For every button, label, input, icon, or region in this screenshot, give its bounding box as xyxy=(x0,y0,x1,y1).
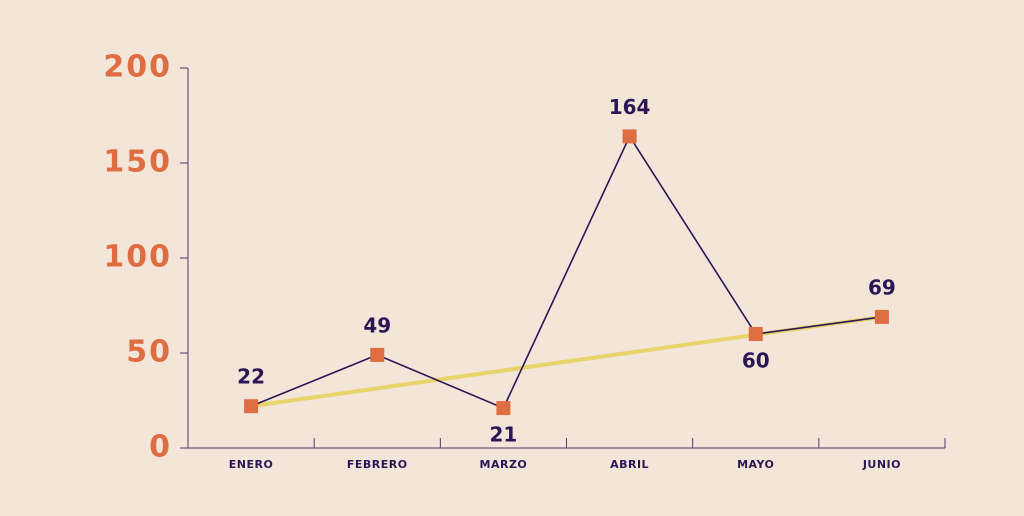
data-label: 60 xyxy=(742,349,770,373)
y-tick-label: 200 xyxy=(103,50,172,85)
y-tick-label: 150 xyxy=(103,145,172,180)
x-tick-label: ENERO xyxy=(229,458,274,471)
data-label: 22 xyxy=(237,365,265,389)
marker xyxy=(370,347,385,362)
marker xyxy=(496,401,511,416)
y-tick-label: 50 xyxy=(126,335,172,370)
data-label: 164 xyxy=(609,95,651,119)
data-line xyxy=(250,134,883,410)
marker xyxy=(748,327,763,341)
x-tick-label: JUNIO xyxy=(862,458,901,471)
x-tick-label: MARZO xyxy=(480,458,528,471)
data-label: 49 xyxy=(363,313,391,337)
y-tick-label: 100 xyxy=(103,240,172,275)
marker xyxy=(622,129,637,144)
marker xyxy=(244,399,259,414)
marker xyxy=(874,309,889,324)
x-tick-label: ABRIL xyxy=(610,458,649,471)
x-tick-label: FEBRERO xyxy=(347,458,408,471)
data-label: 21 xyxy=(489,423,517,447)
data-label: 69 xyxy=(868,275,896,299)
x-tick-label: MAYO xyxy=(737,458,774,471)
y-tick-label: 0 xyxy=(149,430,172,465)
